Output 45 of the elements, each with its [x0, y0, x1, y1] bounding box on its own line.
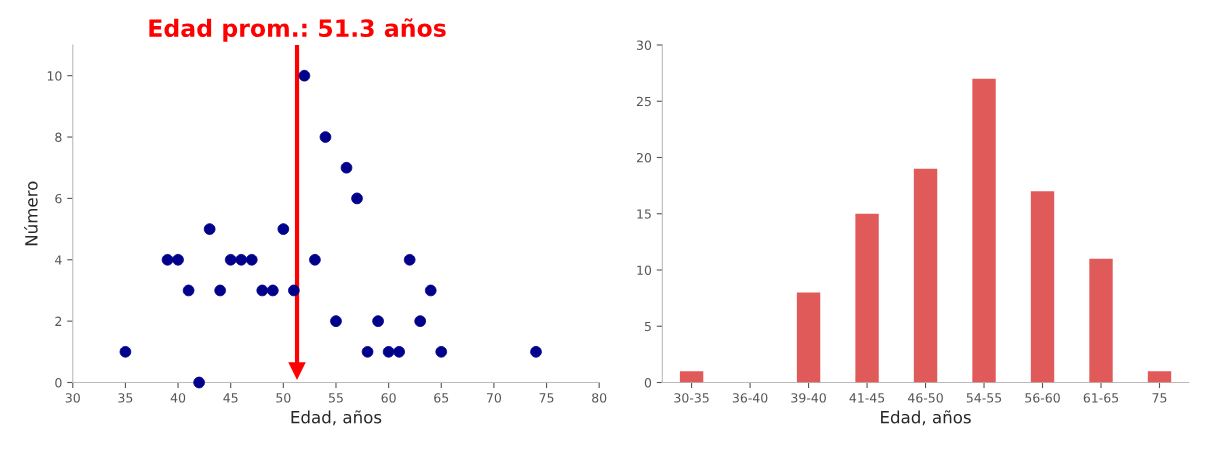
- x-tick-label: 36-40: [732, 393, 768, 403]
- x-tick-label: 65: [434, 393, 449, 403]
- x-tick-label: 75: [539, 393, 554, 403]
- bar: [972, 78, 996, 383]
- y-tick-label: 8: [55, 132, 62, 142]
- y-tick-label: 30: [636, 40, 652, 50]
- x-tick-label: 75: [1152, 393, 1167, 403]
- y-tick-label: 6: [55, 193, 62, 204]
- x-tick-label: 60: [381, 393, 396, 403]
- x-tick-label: 80: [592, 393, 607, 403]
- x-tick-label: 46-50: [907, 393, 943, 403]
- x-tick-label: 50: [276, 393, 291, 403]
- y-tick-label: 0: [644, 377, 652, 388]
- y-axis-title: Número: [24, 181, 38, 246]
- y-tick-label: 10: [637, 265, 652, 275]
- y-tick-label: 20: [636, 152, 652, 163]
- x-tick-label: 40: [170, 393, 186, 403]
- bar: [796, 292, 821, 383]
- y-tick-label: 4: [55, 255, 62, 265]
- x-tick-label: 70: [486, 393, 502, 403]
- x-tick-label: 45: [223, 393, 238, 403]
- y-tick-label: 10: [47, 71, 62, 81]
- x-tick-label: 39-40: [791, 393, 826, 403]
- y-tick-label: 0: [55, 377, 62, 388]
- x-tick-label: 56-60: [1025, 393, 1060, 403]
- x-tick-label: 30: [65, 393, 80, 403]
- y-tick-label: 5: [644, 321, 651, 332]
- y-tick-label: 25: [636, 96, 651, 107]
- bar: [1030, 191, 1055, 383]
- x-tick-label: 61-65: [1083, 393, 1119, 403]
- ref-line-label: Edad prom.: 51.3 años: [149, 18, 446, 42]
- y-tick-label: 2: [55, 316, 62, 326]
- x-tick-label: 35: [118, 393, 133, 403]
- bar: [1147, 371, 1172, 383]
- y-tick-label: 15: [637, 209, 651, 219]
- x-tick-label: 41-45: [849, 393, 885, 403]
- bar: [913, 168, 938, 383]
- bar: [679, 371, 704, 383]
- x-tick-label: 30-35: [674, 393, 709, 403]
- x-axis-title: Edad, años: [881, 410, 971, 426]
- x-tick-label: 55: [328, 393, 343, 403]
- bar: [855, 213, 879, 383]
- bar: [1089, 258, 1113, 383]
- x-tick-label: 54-55: [966, 393, 1002, 403]
- x-axis-title: Edad, años: [291, 410, 382, 426]
